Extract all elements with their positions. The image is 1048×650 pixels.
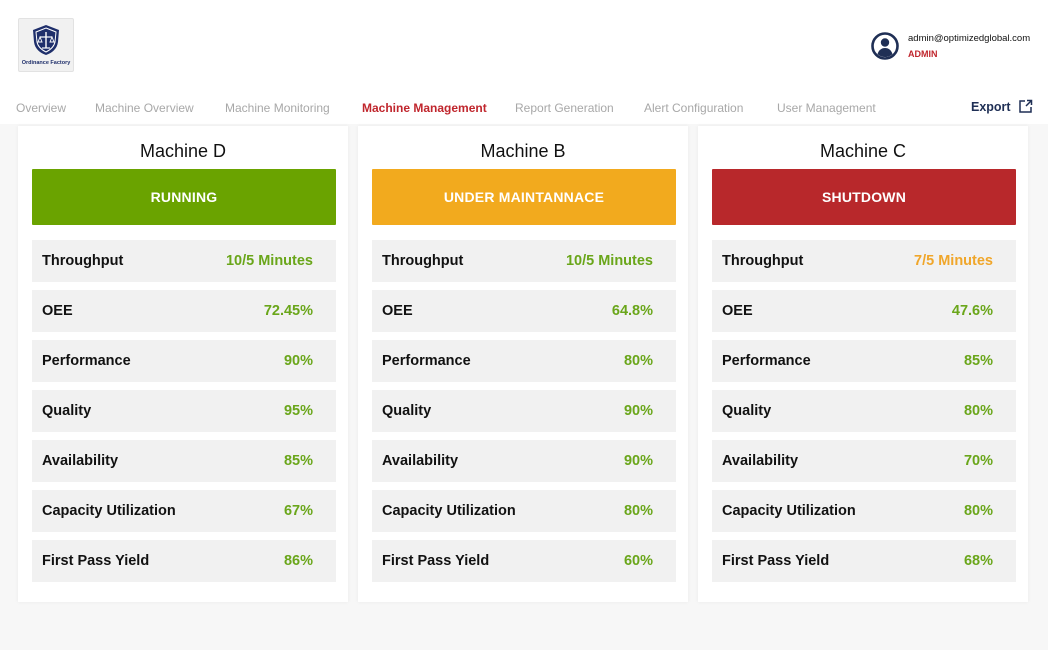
metric-row-throughput: Throughput 10/5 Minutes xyxy=(372,240,676,282)
metric-label: Capacity Utilization xyxy=(722,503,856,519)
metric-value: 10/5 Minutes xyxy=(225,253,313,269)
metric-value: 70% xyxy=(963,453,993,469)
user-email: admin@optimizedglobal.com xyxy=(908,33,1031,44)
metric-row-availability: Availability 85% xyxy=(32,440,336,482)
metric-label: Quality xyxy=(722,403,772,419)
metric-value: 90% xyxy=(623,453,653,469)
metric-label: Throughput xyxy=(382,253,464,269)
status-badge-shutdown: SHUTDOWN xyxy=(712,169,1016,225)
metric-row-performance: Performance 85% xyxy=(712,340,1016,382)
metric-value: 80% xyxy=(623,503,653,519)
shield-emblem-icon xyxy=(33,25,59,55)
export-button[interactable]: Export xyxy=(971,99,1033,114)
company-logo[interactable]: Ordinance Factory xyxy=(18,18,74,72)
metric-row-first-pass-yield: First Pass Yield 68% xyxy=(712,540,1016,582)
metric-row-quality: Quality 95% xyxy=(32,390,336,432)
metric-row-oee: OEE 72.45% xyxy=(32,290,336,332)
metric-row-first-pass-yield: First Pass Yield 60% xyxy=(372,540,676,582)
metric-row-availability: Availability 70% xyxy=(712,440,1016,482)
metric-value: 90% xyxy=(623,403,653,419)
metric-value: 72.45% xyxy=(263,303,313,319)
metric-row-throughput: Throughput 7/5 Minutes xyxy=(712,240,1016,282)
metric-value: 80% xyxy=(623,353,653,369)
metric-value: 60% xyxy=(623,553,653,569)
machine-card: Machine B UNDER MAINTANNACE Throughput 1… xyxy=(358,126,688,602)
export-label: Export xyxy=(971,99,1011,114)
main-navigation: Overview Machine Overview Machine Monito… xyxy=(0,92,1048,124)
metric-value: 86% xyxy=(283,553,313,569)
metric-value: 68% xyxy=(963,553,993,569)
metric-label: Availability xyxy=(42,453,119,469)
metric-value: 95% xyxy=(283,403,313,419)
tab-machine-overview[interactable]: Machine Overview xyxy=(95,101,194,115)
machine-card: Machine D RUNNING Throughput 10/5 Minute… xyxy=(18,126,348,602)
metric-label: Throughput xyxy=(722,253,804,269)
tab-machine-monitoring[interactable]: Machine Monitoring xyxy=(225,101,330,115)
metric-row-performance: Performance 80% xyxy=(372,340,676,382)
user-role: ADMIN xyxy=(908,49,938,59)
metric-value: 7/5 Minutes xyxy=(914,253,993,269)
tab-report-generation[interactable]: Report Generation xyxy=(515,101,614,115)
machine-name: Machine D xyxy=(139,141,227,161)
metric-label: OEE xyxy=(382,303,413,319)
machine-card: Machine C SHUTDOWN Throughput 7/5 Minute… xyxy=(698,126,1028,602)
metric-row-throughput: Throughput 10/5 Minutes xyxy=(32,240,336,282)
user-avatar-icon[interactable] xyxy=(871,32,899,60)
metric-row-availability: Availability 90% xyxy=(372,440,676,482)
tab-user-management[interactable]: User Management xyxy=(777,101,876,115)
user-info: admin@optimizedglobal.com ADMIN xyxy=(908,33,1030,60)
status-badge-maintenance: UNDER MAINTANNACE xyxy=(372,169,676,225)
tab-alert-configuration[interactable]: Alert Configuration xyxy=(644,101,744,115)
metric-row-oee: OEE 47.6% xyxy=(712,290,1016,332)
metric-label: Performance xyxy=(722,353,811,369)
metric-row-oee: OEE 64.8% xyxy=(372,290,676,332)
machine-name: Machine B xyxy=(480,141,566,161)
logo-text: Ordinance Factory xyxy=(21,60,71,66)
metric-row-capacity-utilization: Capacity Utilization 67% xyxy=(32,490,336,532)
metric-label: Capacity Utilization xyxy=(42,503,176,519)
metric-label: Availability xyxy=(382,453,459,469)
metric-label: First Pass Yield xyxy=(42,553,150,569)
metric-row-capacity-utilization: Capacity Utilization 80% xyxy=(712,490,1016,532)
status-badge-running: RUNNING xyxy=(32,169,336,225)
metric-value: 85% xyxy=(283,453,313,469)
metric-value: 90% xyxy=(283,353,313,369)
metric-row-quality: Quality 90% xyxy=(372,390,676,432)
metric-label: First Pass Yield xyxy=(722,553,830,569)
metric-label: Quality xyxy=(382,403,432,419)
metric-value: 10/5 Minutes xyxy=(565,253,653,269)
tab-overview[interactable]: Overview xyxy=(16,101,67,115)
user-profile[interactable]: admin@optimizedglobal.com ADMIN xyxy=(871,31,1030,63)
metric-label: Performance xyxy=(382,353,471,369)
metric-label: Capacity Utilization xyxy=(382,503,516,519)
metric-row-capacity-utilization: Capacity Utilization 80% xyxy=(372,490,676,532)
metric-label: Quality xyxy=(42,403,92,419)
metric-label: OEE xyxy=(42,303,73,319)
metric-row-performance: Performance 90% xyxy=(32,340,336,382)
metric-label: First Pass Yield xyxy=(382,553,490,569)
metric-label: Performance xyxy=(42,353,131,369)
metric-row-quality: Quality 80% xyxy=(712,390,1016,432)
metric-value: 80% xyxy=(963,403,993,419)
metric-row-first-pass-yield: First Pass Yield 86% xyxy=(32,540,336,582)
machine-cards: Machine D RUNNING Throughput 10/5 Minute… xyxy=(0,124,1048,604)
metric-label: OEE xyxy=(722,303,753,319)
metric-value: 67% xyxy=(283,503,313,519)
metric-value: 85% xyxy=(963,353,993,369)
metric-value: 47.6% xyxy=(951,303,993,319)
external-link-icon xyxy=(1018,99,1032,113)
tab-machine-management[interactable]: Machine Management xyxy=(362,101,487,115)
machine-name: Machine C xyxy=(819,141,907,161)
app-header: Ordinance Factory admin@optimizedglobal.… xyxy=(0,0,1048,92)
metric-label: Throughput xyxy=(42,253,124,269)
metric-label: Availability xyxy=(722,453,799,469)
metric-value: 80% xyxy=(963,503,993,519)
metric-value: 64.8% xyxy=(611,303,653,319)
